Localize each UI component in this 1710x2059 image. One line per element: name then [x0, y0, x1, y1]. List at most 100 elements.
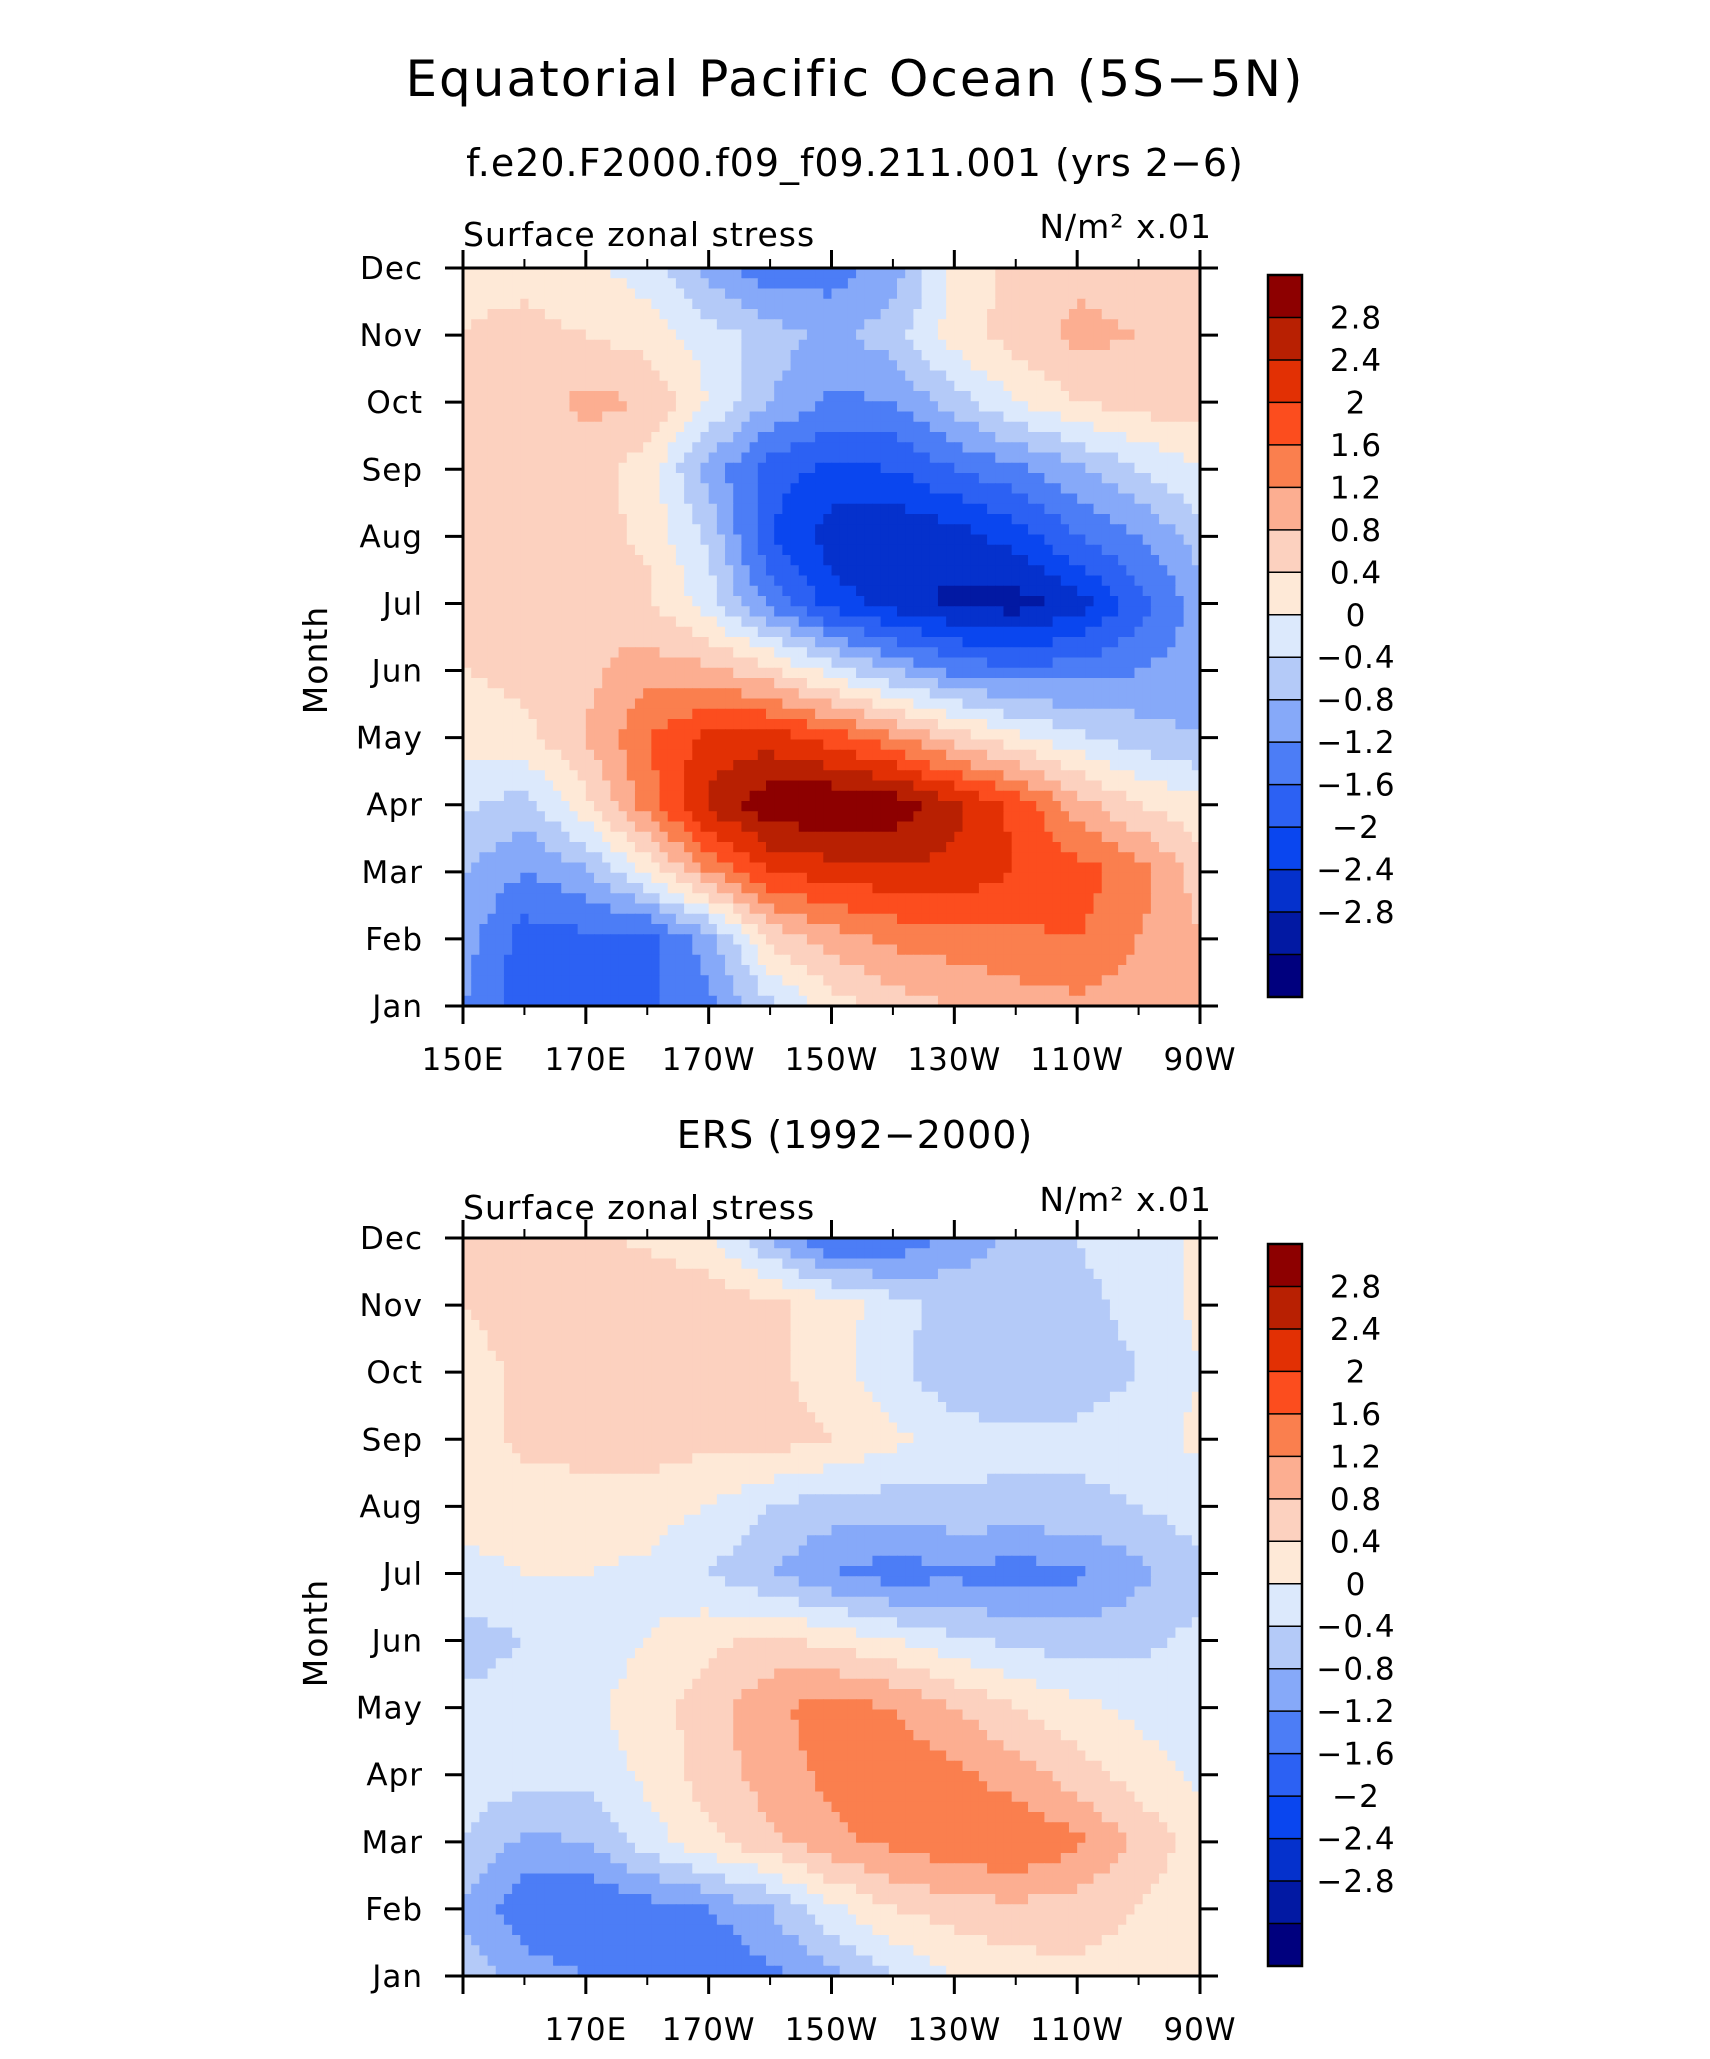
contour-cell — [634, 678, 644, 689]
contour-cell — [1134, 370, 1144, 382]
contour-cell — [1052, 596, 1062, 607]
contour-cell — [856, 616, 865, 628]
contour-cell — [1003, 370, 1013, 382]
contour-cell — [667, 514, 677, 525]
contour-cell — [864, 462, 874, 474]
contour-cell — [503, 370, 513, 382]
contour-cell — [495, 678, 505, 689]
contour-cell — [626, 329, 636, 341]
contour-cell — [1003, 339, 1013, 351]
contour-cell — [716, 380, 726, 392]
contour-cell — [757, 647, 767, 659]
contour-cell — [888, 739, 898, 751]
contour-cell — [978, 678, 988, 689]
contour-cell — [831, 452, 841, 464]
contour-cell — [1167, 760, 1177, 771]
contour-cell — [880, 811, 890, 823]
contour-cell — [1109, 462, 1119, 474]
contour-cell — [487, 821, 497, 833]
contour-cell — [765, 483, 775, 495]
contour-cell — [1142, 268, 1152, 279]
contour-cell — [970, 309, 980, 320]
contour-cell — [847, 391, 857, 402]
contour-cell — [1109, 432, 1119, 443]
contour-cell — [553, 647, 562, 659]
contour-cell — [1150, 770, 1160, 782]
contour-cell — [675, 514, 685, 525]
contour-cell — [471, 503, 480, 515]
contour-cell — [675, 350, 685, 361]
contour-cell — [553, 585, 562, 597]
contour-cell — [1085, 421, 1095, 433]
contour-cell — [1093, 380, 1103, 392]
contour-cell — [479, 565, 489, 577]
contour-cell — [1101, 555, 1111, 566]
contour-cell — [528, 524, 538, 536]
contour-cell — [1028, 760, 1037, 771]
contour-cell — [839, 401, 849, 413]
contour-cell — [725, 483, 734, 495]
contour-cell — [1101, 606, 1111, 618]
contour-cell — [962, 288, 972, 300]
contour-cell — [1167, 411, 1177, 423]
contour-cell — [1142, 647, 1152, 659]
contour-cell — [1077, 298, 1086, 310]
contour-cell — [1085, 514, 1095, 525]
contour-cell — [602, 821, 611, 833]
contour-cell — [806, 401, 816, 413]
contour-cell — [913, 667, 923, 679]
contour-cell — [1085, 462, 1095, 474]
contour-cell — [733, 483, 743, 495]
contour-cell — [765, 329, 775, 341]
contour-cell — [1150, 760, 1160, 771]
contour-cell — [1191, 585, 1201, 597]
contour-cell — [733, 452, 743, 464]
contour-cell — [880, 483, 890, 495]
contour-cell — [487, 288, 497, 300]
contour-cell — [651, 339, 661, 351]
contour-cell — [1109, 524, 1119, 536]
contour-cell — [880, 616, 890, 628]
contour-cell — [634, 770, 644, 782]
contour-cell — [1126, 483, 1136, 495]
contour-cell — [1011, 596, 1021, 607]
contour-cell — [798, 739, 808, 751]
contour-cell — [725, 370, 734, 382]
contour-cell — [962, 585, 972, 597]
contour-cell — [847, 637, 857, 648]
contour-cell — [528, 626, 538, 638]
contour-cell — [569, 616, 579, 628]
contour-cell — [1183, 749, 1193, 761]
contour-cell — [700, 626, 710, 638]
contour-cell — [978, 596, 988, 607]
contour-cell — [1093, 329, 1103, 341]
contour-cell — [1085, 770, 1095, 782]
contour-cell — [651, 831, 661, 843]
contour-cell — [880, 411, 890, 423]
contour-cell — [823, 719, 833, 730]
contour-cell — [995, 268, 1005, 279]
contour-cell — [823, 667, 833, 679]
contour-cell — [1167, 739, 1177, 751]
contour-cell — [1085, 585, 1095, 597]
contour-cell — [913, 401, 923, 413]
contour-cell — [708, 360, 718, 372]
contour-cell — [774, 708, 783, 720]
contour-cell — [757, 432, 767, 443]
contour-cell — [700, 534, 710, 546]
contour-cell — [806, 678, 816, 689]
contour-cell — [880, 688, 890, 700]
contour-cell — [1109, 708, 1119, 720]
contour-cell — [675, 688, 685, 700]
contour-cell — [618, 739, 628, 751]
contour-cell — [823, 760, 833, 771]
contour-cell — [995, 606, 1005, 618]
contour-cell — [1060, 462, 1070, 474]
contour-cell — [503, 770, 513, 782]
contour-cell — [913, 585, 923, 597]
contour-cell — [897, 483, 906, 495]
contour-cell — [1028, 678, 1037, 689]
contour-cell — [684, 585, 693, 597]
contour-cell — [888, 360, 898, 372]
contour-cell — [1175, 452, 1185, 464]
